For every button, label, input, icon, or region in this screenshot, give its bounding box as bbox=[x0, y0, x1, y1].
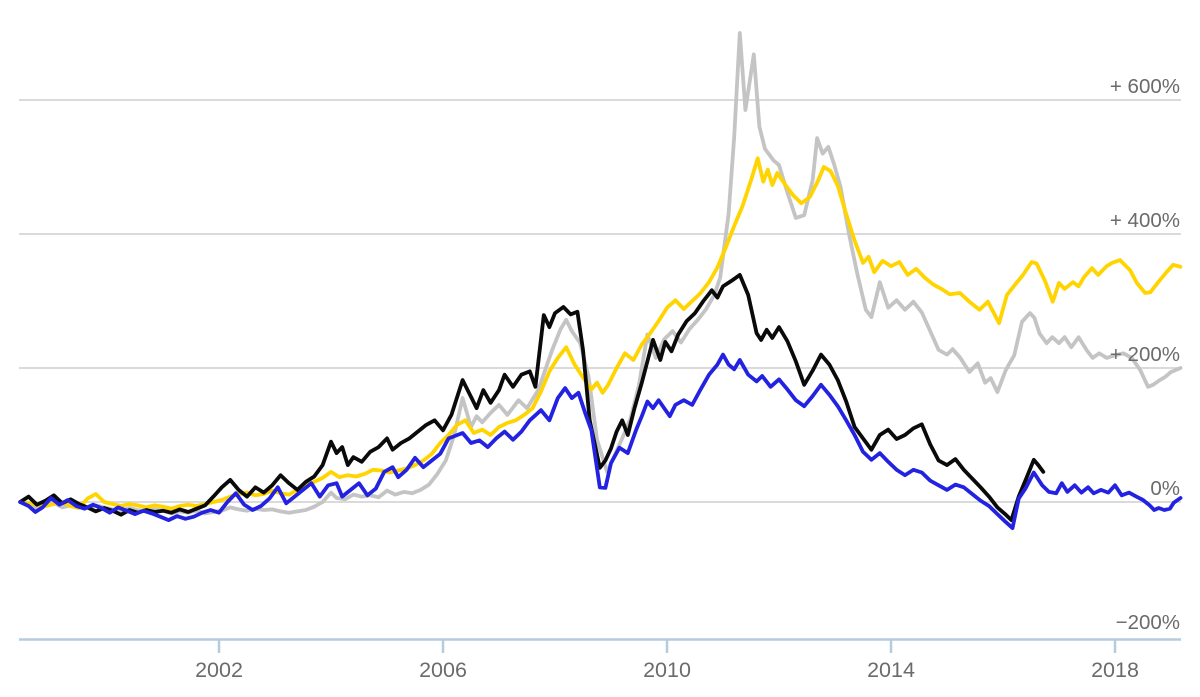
x-axis-label: 2002 bbox=[195, 658, 243, 682]
y-axis-label: + 400% bbox=[1110, 209, 1180, 232]
y-axis-label: + 200% bbox=[1110, 343, 1180, 366]
y-axis-label: + 600% bbox=[1110, 75, 1180, 98]
series-line-blue-series bbox=[18, 352, 1183, 530]
x-axis-label: 2018 bbox=[1091, 658, 1139, 682]
x-axis-label: 2014 bbox=[867, 658, 915, 682]
y-axis-label: −200% bbox=[1116, 611, 1180, 634]
series-line-gray-series bbox=[18, 31, 1183, 516]
x-axis-label: 2006 bbox=[419, 658, 467, 682]
series-line-gold-series bbox=[18, 156, 1183, 511]
y-axis-label: 0% bbox=[1150, 477, 1180, 500]
x-axis-label: 2010 bbox=[643, 658, 691, 682]
series-line-black-series bbox=[18, 272, 1046, 522]
